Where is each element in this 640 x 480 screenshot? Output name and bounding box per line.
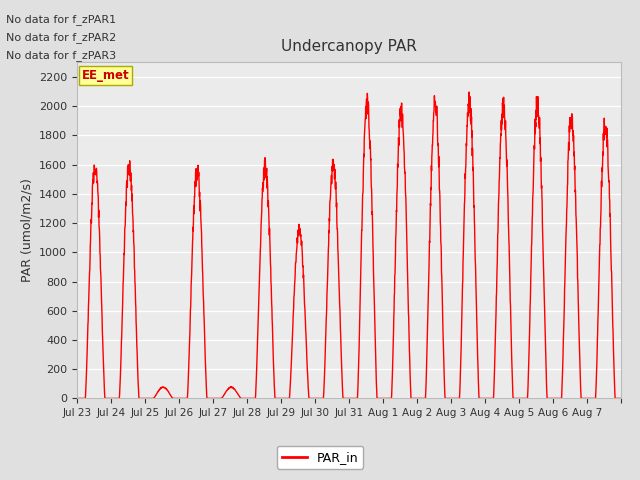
Text: EE_met: EE_met xyxy=(82,69,129,82)
Text: No data for f_zPAR1: No data for f_zPAR1 xyxy=(6,13,116,24)
Legend: PAR_in: PAR_in xyxy=(276,446,364,469)
Title: Undercanopy PAR: Undercanopy PAR xyxy=(281,39,417,54)
Text: No data for f_zPAR3: No data for f_zPAR3 xyxy=(6,50,116,61)
Y-axis label: PAR (umol/m2/s): PAR (umol/m2/s) xyxy=(20,179,33,282)
Text: No data for f_zPAR2: No data for f_zPAR2 xyxy=(6,32,116,43)
